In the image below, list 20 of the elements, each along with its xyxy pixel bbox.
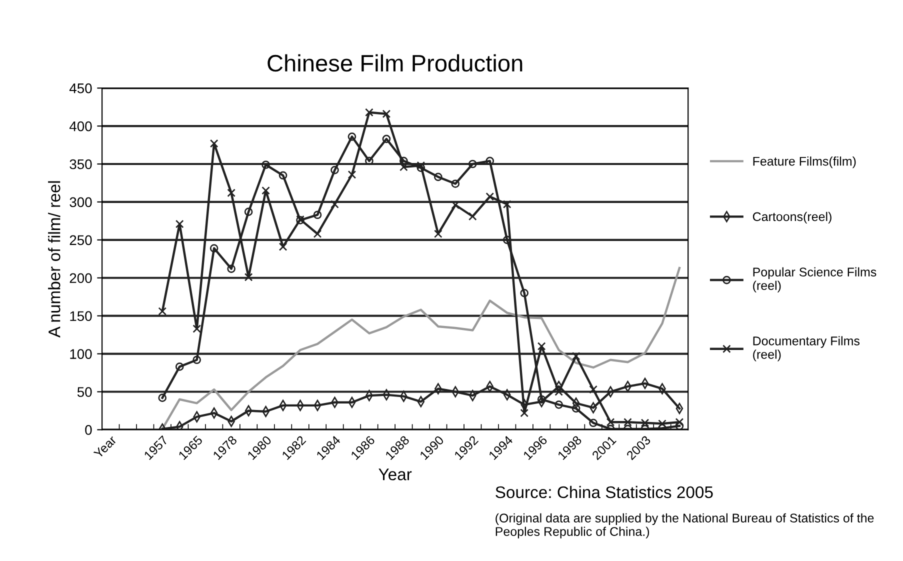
y-tick-label: 450 bbox=[69, 83, 92, 94]
x-axis-title: Year bbox=[378, 468, 412, 480]
y-tick-label: 150 bbox=[70, 311, 92, 322]
legend-label: Popular Science Films (reel) bbox=[753, 267, 876, 292]
text: (Original data are supplied by the National Bureau of Statistics of the Peoples Republic of China.) bbox=[496, 513, 874, 538]
y-tick-label: 400 bbox=[69, 121, 92, 132]
y-tick-label: 200 bbox=[70, 273, 92, 284]
y-tick-label: 300 bbox=[70, 197, 92, 208]
legend-label: Feature Films(film) bbox=[753, 156, 856, 168]
x-tick-label: Year bbox=[93, 435, 118, 459]
y-axis-title: A number of film/ reel bbox=[48, 181, 60, 338]
y-tick-label: 100 bbox=[70, 349, 92, 359]
y-tick-label: 350 bbox=[70, 159, 92, 170]
y-tick-label: 50 bbox=[77, 387, 92, 397]
source-note: Source: China Statistics 2005 bbox=[496, 486, 713, 498]
legend-label: Cartoons(reel) bbox=[752, 212, 832, 224]
y-tick-label: 250 bbox=[70, 235, 92, 246]
legend-label: Documentary Films (reel) bbox=[753, 336, 860, 362]
y-tick-label: 0 bbox=[85, 425, 92, 435]
chart-title: Chinese Film Production bbox=[268, 54, 522, 72]
